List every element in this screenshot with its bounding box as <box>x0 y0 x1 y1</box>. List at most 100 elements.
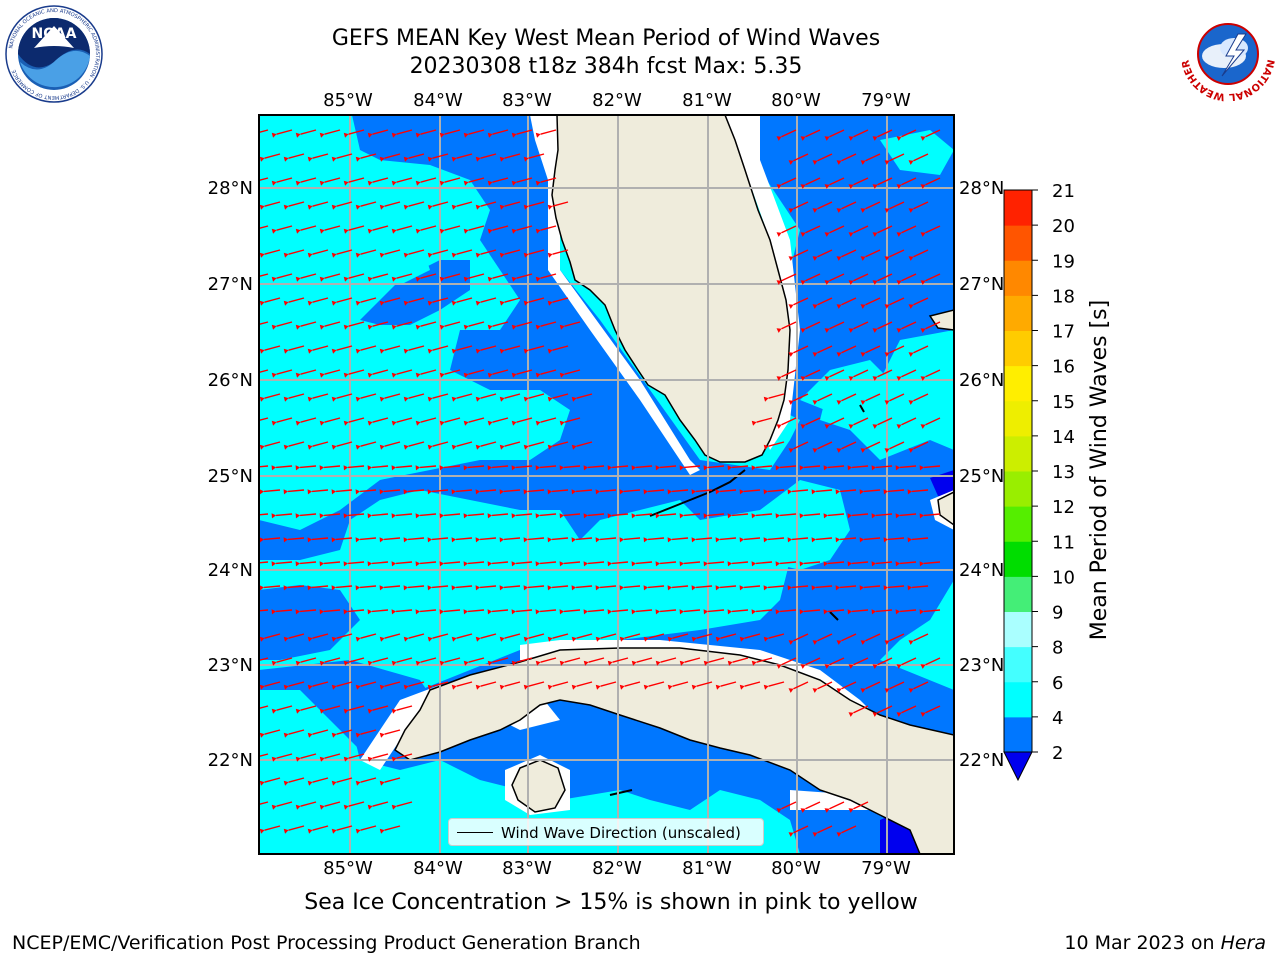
wind-wave-arrow <box>865 201 881 210</box>
wind-wave-arrow <box>324 129 341 135</box>
wind-wave-arrow <box>408 153 425 159</box>
lat-label: 23°N <box>959 655 1004 676</box>
wind-wave-arrow <box>853 177 869 186</box>
wind-wave-arrowhead <box>248 229 253 234</box>
colorbar-tick-label: 6 <box>1052 673 1063 694</box>
wind-wave-arrow <box>925 705 941 714</box>
wind-wave-arrowhead <box>812 400 818 405</box>
wind-wave-arrow <box>539 513 557 517</box>
wind-wave-arrowhead <box>824 232 830 237</box>
wind-wave-arrow <box>781 129 797 138</box>
wind-wave-arrow <box>372 753 389 759</box>
wind-wave-arrow <box>444 657 461 663</box>
wind-wave-arrow <box>420 177 437 183</box>
wind-wave-arrowhead <box>824 808 830 813</box>
wind-wave-arrow <box>431 585 449 589</box>
wind-wave-arrowhead <box>283 585 289 591</box>
wind-wave-arrow <box>875 465 893 469</box>
colorbar-segment <box>1004 435 1032 472</box>
wind-wave-arrow <box>259 801 269 806</box>
wind-wave-arrow <box>360 297 377 303</box>
wind-wave-arrowhead <box>571 636 577 642</box>
wind-wave-arrow <box>781 273 797 282</box>
wind-wave-arrowhead <box>727 465 733 471</box>
wind-wave-arrow <box>925 657 941 666</box>
wind-wave-arrowhead <box>727 513 733 519</box>
wind-wave-arrow <box>913 633 929 642</box>
wind-wave-arrow <box>829 657 845 666</box>
wind-wave-arrow <box>479 585 497 589</box>
wind-wave-arrowhead <box>463 132 469 138</box>
wind-wave-arrow <box>551 585 569 589</box>
wind-wave-arrowhead <box>836 448 842 453</box>
wind-wave-arrow <box>599 489 617 493</box>
wind-wave-arrowhead <box>283 780 289 786</box>
wind-wave-arrowhead <box>679 513 685 519</box>
wind-wave-arrow <box>841 393 857 402</box>
wind-wave-arrow <box>419 609 437 613</box>
wind-wave-arrowhead <box>391 372 397 378</box>
wind-wave-arrowhead <box>499 585 505 591</box>
wind-wave-arrowhead <box>848 280 854 285</box>
wind-wave-arrowhead <box>763 537 769 543</box>
colorbar-tick-label: 10 <box>1052 567 1075 588</box>
wind-wave-arrow <box>336 441 353 447</box>
wind-wave-arrowhead <box>511 324 517 330</box>
wind-wave-arrow <box>695 537 713 541</box>
wind-wave-arrowhead <box>847 609 853 615</box>
wind-wave-arrow <box>515 561 533 565</box>
wind-wave-arrow <box>492 657 509 663</box>
wind-wave-arrowhead <box>259 348 265 354</box>
wind-wave-arrowhead <box>788 448 794 453</box>
wind-wave-arrowhead <box>355 204 361 210</box>
wind-wave-arrow <box>467 513 485 517</box>
wind-wave-arrowhead <box>391 276 397 282</box>
wind-wave-arrowhead <box>259 300 265 306</box>
wind-wave-arrow <box>264 249 281 255</box>
wind-wave-arrowhead <box>655 561 661 567</box>
wind-wave-arrow <box>805 177 821 186</box>
wind-wave-arrowhead <box>295 324 301 330</box>
wind-wave-arrow <box>552 345 569 351</box>
wind-wave-arrow <box>899 609 917 613</box>
wind-wave-arrowhead <box>848 328 854 333</box>
wind-wave-arrowhead <box>776 328 782 333</box>
wind-wave-arrowhead <box>307 636 313 642</box>
wind-wave-arrow <box>396 705 413 711</box>
wind-wave-arrowhead <box>499 156 505 162</box>
wind-wave-arrowhead <box>848 376 854 381</box>
wind-wave-arrowhead <box>463 609 469 615</box>
wind-wave-arrow <box>805 225 821 234</box>
wind-wave-arrow <box>815 537 833 541</box>
wind-wave-arrowhead <box>776 280 782 285</box>
wind-wave-arrow <box>635 465 653 469</box>
wind-wave-arrowhead <box>487 465 493 471</box>
wind-wave-arrow <box>851 561 869 565</box>
wind-wave-arrow <box>419 465 437 469</box>
wind-wave-arrow <box>875 609 893 613</box>
wind-wave-arrowhead <box>295 276 301 282</box>
wind-wave-arrowhead <box>751 420 757 426</box>
wind-wave-arrow <box>779 561 797 565</box>
wind-wave-arrow <box>827 609 845 613</box>
wind-wave-arrow <box>300 753 317 759</box>
wind-wave-arrowhead <box>451 156 457 162</box>
wind-wave-arrow <box>575 489 593 493</box>
wind-wave-arrowhead <box>283 684 289 690</box>
wind-wave-arrowhead <box>343 324 349 330</box>
colorbar-segment <box>1004 190 1032 226</box>
wind-wave-arrowhead <box>824 424 830 429</box>
wind-wave-arrowhead <box>763 684 769 690</box>
wind-wave-arrowhead <box>907 537 913 543</box>
wind-wave-arrow <box>348 177 365 183</box>
wind-wave-arrowhead <box>691 489 697 495</box>
wind-wave-arrow <box>781 369 797 378</box>
wind-wave-arrow <box>259 225 269 230</box>
wind-wave-arrowhead <box>403 156 409 162</box>
wind-wave-arrow <box>259 273 269 278</box>
wind-wave-arrowhead <box>271 372 277 378</box>
wind-wave-arrowhead <box>860 688 866 693</box>
wind-wave-arrowhead <box>643 537 649 543</box>
wind-wave-arrowhead <box>836 352 842 357</box>
wind-wave-arrow <box>563 465 581 469</box>
